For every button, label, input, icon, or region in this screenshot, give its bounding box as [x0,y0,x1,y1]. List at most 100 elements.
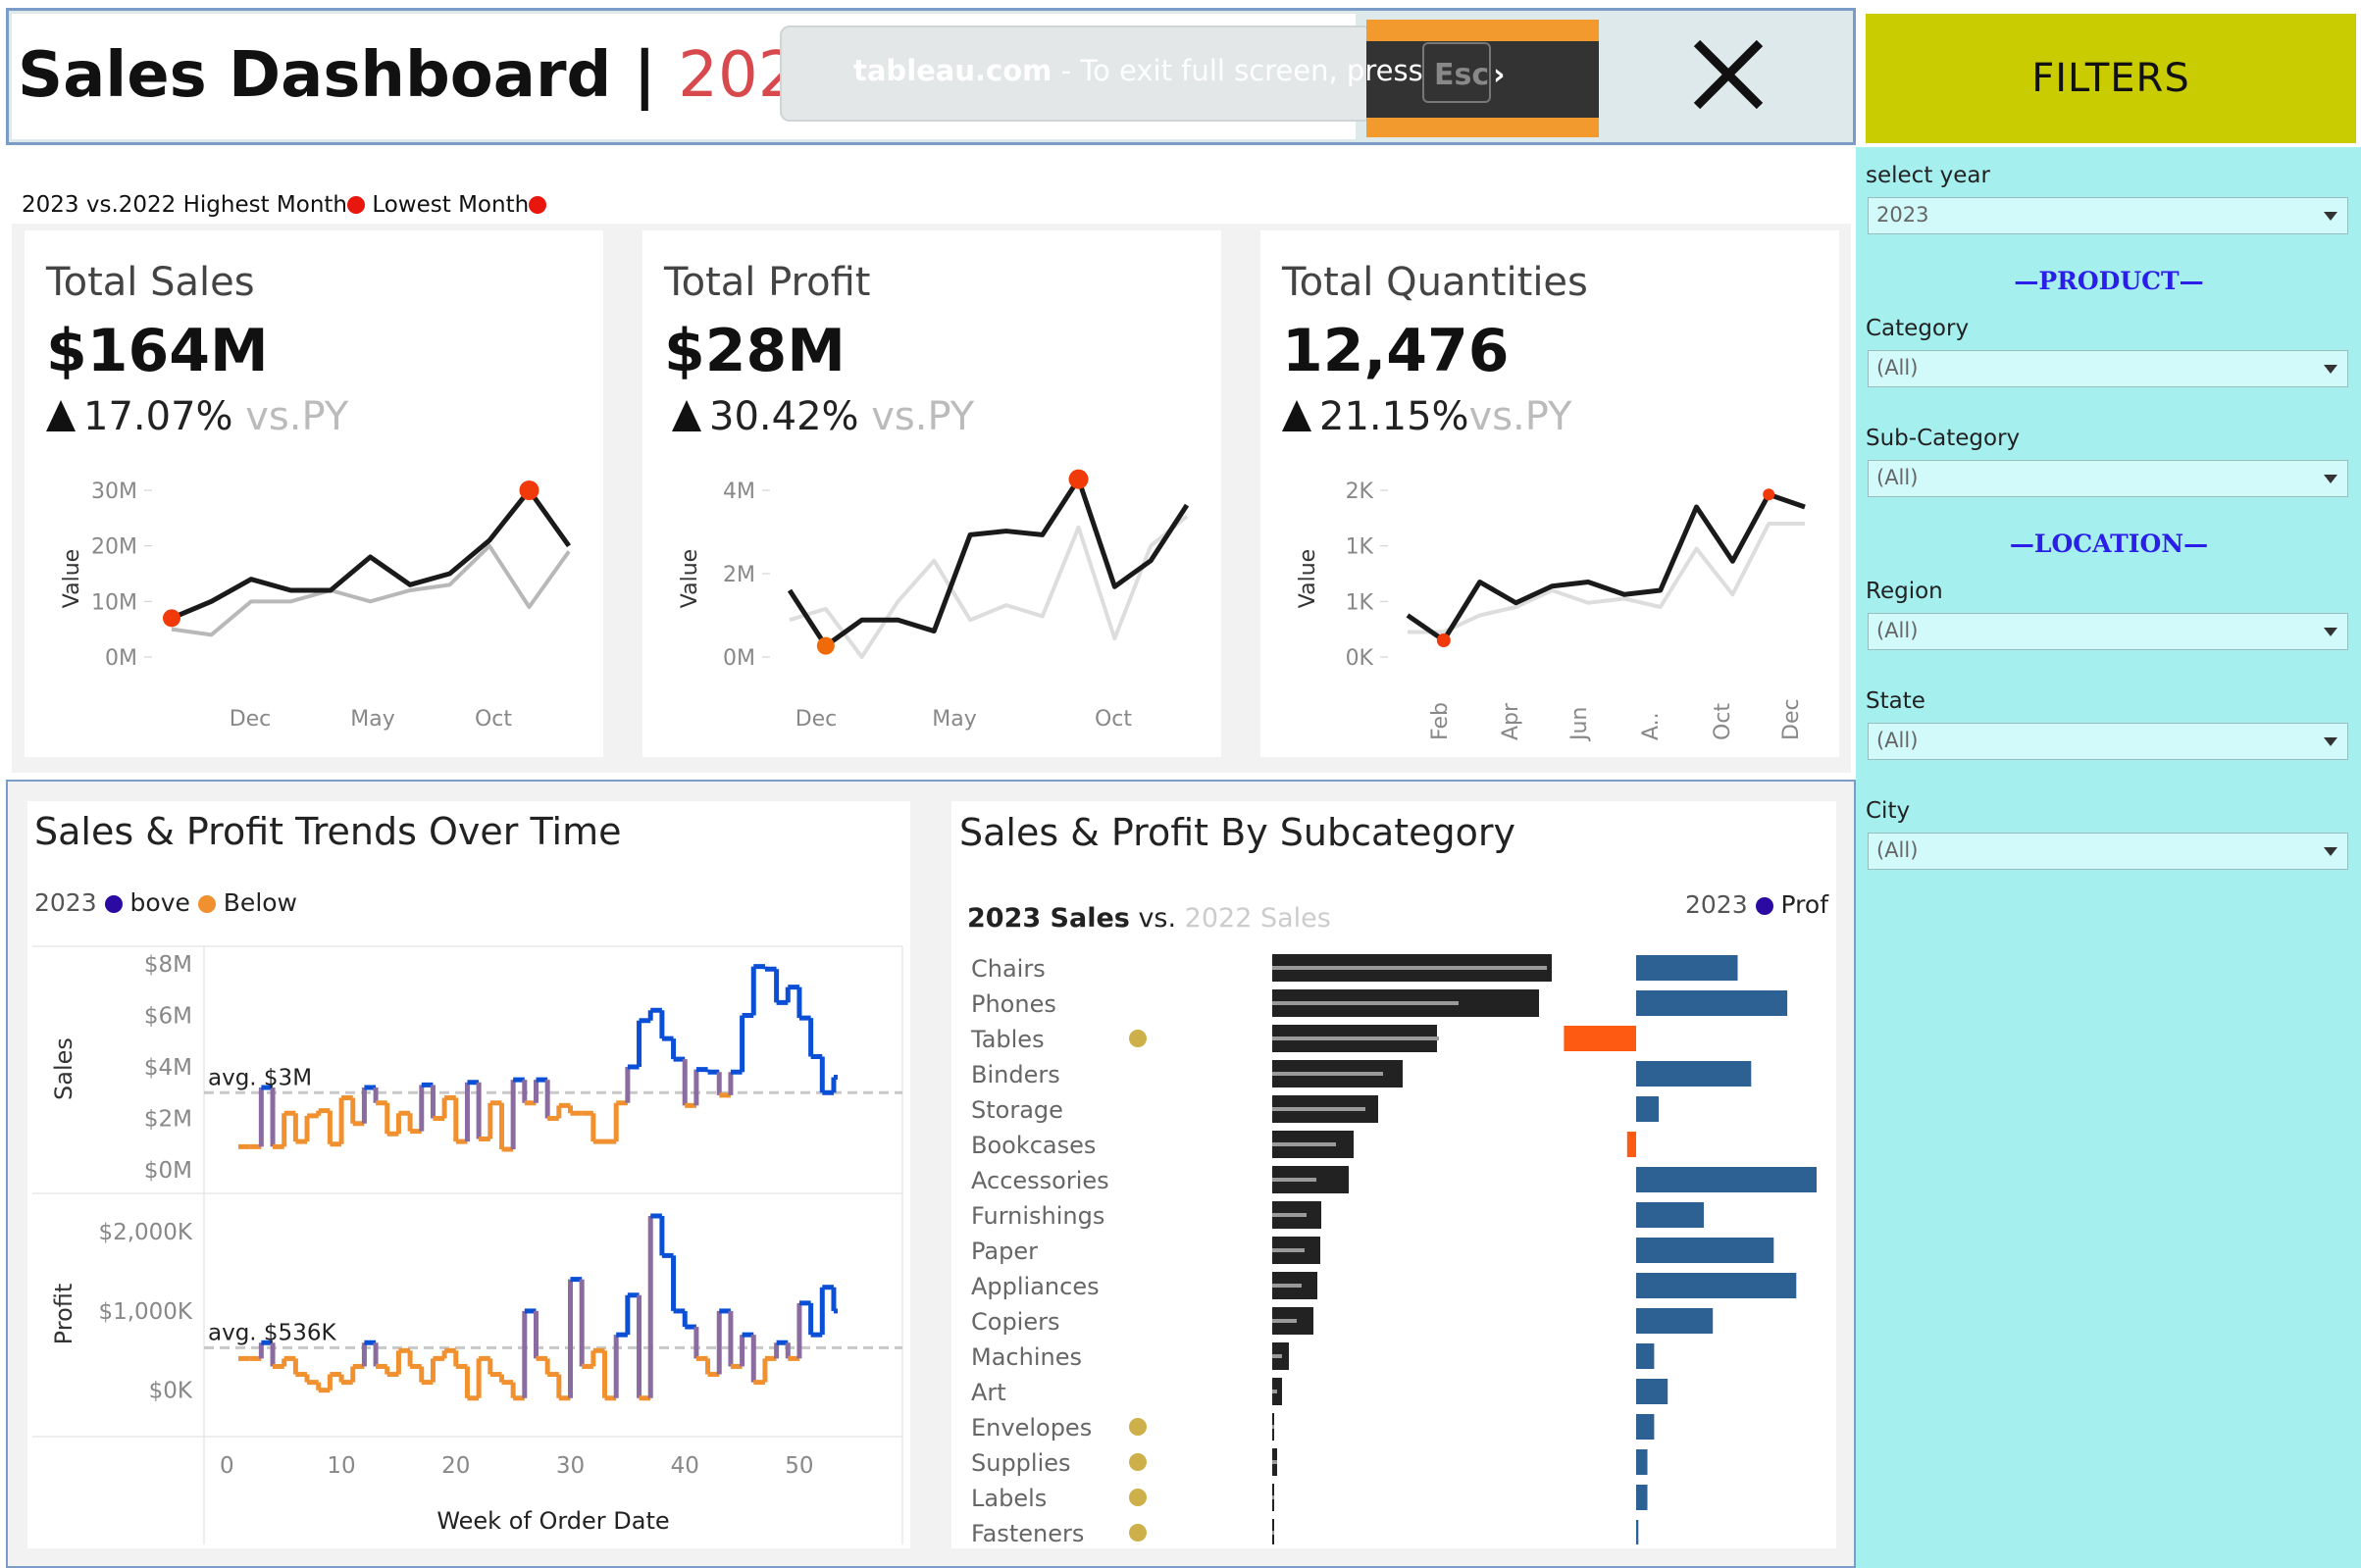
y-axis-title: Value [678,549,702,608]
highest-point [1763,488,1775,501]
prev-sales-bar [1272,1354,1282,1358]
region-filter-label: Region [1866,579,1943,604]
subcategory-label: Envelopes [971,1414,1092,1442]
city-select[interactable]: (All) [1868,833,2348,870]
subcategory-subtitle: 2023 Sales vs. 2022 Sales [967,903,1331,934]
flag-dot [1129,1453,1147,1471]
sales-average-label: avg. $3M [208,1065,312,1090]
x-tick-label: Apr [1499,702,1523,740]
page-title: Sales Dashboard | 2023 [18,39,839,112]
profit-bar [1636,1520,1639,1544]
close-icon[interactable] [1679,25,1777,124]
dropdown-arrow-icon [2324,737,2337,746]
profit-bar [1636,1343,1655,1369]
subcategory-label: Copiers [971,1308,1059,1336]
prev-sales-bar [1272,1142,1336,1146]
kpi-legend: 2023 vs.2022 Highest Month Lowest Month [22,192,547,218]
title-text: Sales Dashboard [18,39,612,112]
profit-bar-negative [1564,1026,1636,1051]
prev-sales-bar [1272,1319,1297,1323]
subcategory-label: Tables [970,1026,1045,1053]
y-axis-title: Sales [50,1037,77,1100]
prev-sales-bar [1272,1284,1302,1288]
prev-sales-bar [1272,1178,1316,1182]
year-filter-label: select year [1866,163,1990,188]
x-tick-label: 50 [785,1453,813,1479]
subcategory-title: Sales & Profit By Subcategory [959,811,1516,854]
kpi-change: 30.42% vs.PY [672,394,974,439]
y-tick-label: 1K [1346,535,1374,560]
kpi-card-profit [642,230,1221,757]
x-tick-label: Oct [475,707,512,732]
highest-point [1068,469,1089,489]
x-tick-label: May [932,707,976,732]
trend-card [27,801,910,1548]
subcategory-label: Appliances [971,1273,1100,1300]
year-select[interactable]: 2023 [1868,197,2348,234]
series-line-2022 [1408,522,1805,634]
series-line-2023 [1406,491,1806,643]
y-tick-label: $2M [144,1107,192,1133]
prev-sales-bar [1272,1390,1277,1393]
subcategory-label: Bookcases [971,1132,1096,1159]
dropdown-arrow-icon [2324,628,2337,636]
prev-sales-bar [1272,1037,1439,1040]
location-header: —LOCATION— [2009,530,2209,558]
region-select[interactable]: (All) [1868,613,2348,650]
subcategory-filter-label: Sub-Category [1866,426,2021,451]
state-filter-label: State [1866,688,1925,714]
state-select[interactable]: (All) [1868,723,2348,760]
subcategory-chart: Chairs Phones Tables Binders Storage Bookcase… [970,954,1817,1544]
fullscreen-notice [780,25,1372,122]
subcategory-label: Machines [971,1343,1082,1371]
dropdown-arrow-icon [2324,475,2337,483]
y-tick-label: 0K [1346,646,1374,671]
subcategory-label: Labels [971,1485,1047,1512]
prev-sales-bar [1272,1213,1307,1217]
kpi-value: $164M [46,317,269,385]
series-line-2023 [171,487,572,621]
x-tick-label: May [350,707,394,732]
subcategory-label: Paper [971,1238,1038,1265]
chevron-right-icon: › [1493,58,1506,92]
profit-bar [1636,1414,1655,1440]
filters-button[interactable]: FILTERS [1866,14,2356,143]
x-tick-label: Dec [230,707,272,732]
x-tick-label: 0 [220,1453,234,1479]
trend-legend: 2023 bove Below [34,888,298,917]
profit-bar-negative [1626,1132,1636,1157]
subcategory-select[interactable]: (All) [1868,460,2348,497]
y-tick-label: $1,000K [98,1299,192,1325]
city-filter-label: City [1866,798,1911,824]
prev-sales-bar [1272,1001,1459,1005]
series-line-2022 [789,514,1189,659]
subcategory-label: Supplies [971,1449,1071,1477]
y-axis-title: Value [60,549,84,608]
sales-sparkline: Value 0M 10M 20M 30M Dec May Oct [60,480,572,732]
subcategory-label: Chairs [971,955,1046,983]
y-axis-title: Value [1296,549,1320,608]
up-arrow-icon [1282,400,1311,431]
category-select[interactable]: (All) [1868,350,2348,387]
y-tick-label: 0M [105,646,137,671]
y-tick-label: 30M [91,480,137,504]
prev-sales-bar [1272,1531,1274,1535]
kpi-value: $28M [664,317,846,385]
y-tick-label: $2,000K [98,1220,192,1245]
highest-dot-icon [347,196,366,214]
prev-sales-bar [1272,966,1547,970]
subcategory-label: Binders [971,1061,1060,1088]
subcategory-label: Phones [971,990,1056,1018]
y-tick-label: $6M [144,1004,192,1030]
x-tick-label: 20 [441,1453,470,1479]
esc-key[interactable]: Esc › [1422,42,1506,103]
flag-dot [1129,1524,1147,1542]
profit-bar [1636,1061,1752,1087]
x-tick-label: Oct [1095,707,1132,732]
profit-bar [1636,1308,1714,1334]
profit-bar [1636,1202,1704,1228]
x-tick-label: 40 [671,1453,699,1479]
dropdown-arrow-icon [2324,847,2337,856]
kpi-change: 17.07% vs.PY [46,394,348,439]
profit-bar [1636,1273,1797,1298]
